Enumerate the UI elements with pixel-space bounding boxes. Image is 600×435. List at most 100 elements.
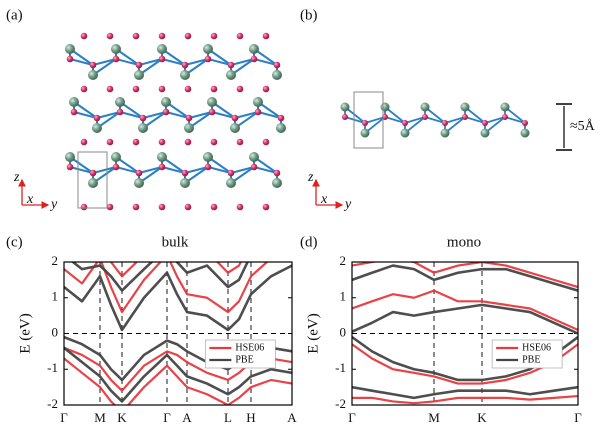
metal-atom — [111, 44, 121, 54]
chalcogen-atom — [482, 120, 488, 126]
chalcogen-atom — [70, 108, 78, 116]
x-tick-label: A — [287, 410, 297, 425]
metal-atom — [184, 123, 194, 133]
chalcogen-atom — [135, 61, 143, 69]
metal-atom — [65, 44, 75, 54]
chalcogen-atom — [204, 163, 212, 171]
chalcogen-atom — [158, 85, 166, 93]
y-tick-label: 0 — [52, 324, 59, 339]
chalcogen-atom — [66, 55, 74, 63]
x-tick-label: Γ — [348, 410, 356, 425]
metal-atom — [157, 152, 167, 162]
chalcogen-atom — [158, 32, 166, 40]
x-tick-label: L — [224, 410, 232, 425]
legend-box — [205, 339, 276, 369]
chalcogen-atom — [132, 32, 140, 40]
chalcogen-atom — [80, 85, 88, 93]
bond — [344, 116, 366, 124]
legend-label: PBE — [235, 354, 253, 365]
chalcogen-atom — [112, 163, 120, 171]
metal-atom — [460, 102, 470, 112]
chalcogen-atom — [273, 61, 281, 69]
metal-atom — [380, 102, 390, 112]
panel-label: (b) — [300, 7, 318, 23]
chalcogen-atom — [185, 114, 193, 122]
bond — [230, 166, 255, 174]
bond — [464, 116, 486, 124]
axis-name: y — [49, 197, 58, 212]
metal-atom — [500, 102, 510, 112]
bond — [161, 166, 186, 174]
chalcogen-atom — [277, 114, 285, 122]
x-tick-label: M — [428, 410, 440, 425]
chalcogen-atom — [93, 114, 101, 122]
bond — [207, 166, 232, 174]
bond — [234, 111, 259, 119]
chalcogen-atom — [106, 138, 114, 146]
metal-atom — [400, 128, 410, 138]
chalcogen-atom — [106, 85, 114, 93]
bond — [253, 166, 278, 174]
legend-box — [491, 339, 563, 369]
chalcogen-atom — [158, 163, 166, 171]
metal-atom — [65, 152, 75, 162]
band-line — [352, 385, 578, 400]
metal-atom — [88, 178, 98, 188]
axis-name: x — [26, 192, 34, 207]
y-axis-label: E (eV) — [17, 313, 33, 353]
bond — [211, 111, 236, 119]
legend-label: HSE06 — [522, 342, 551, 353]
chalcogen-atom — [522, 120, 528, 126]
bond — [69, 166, 94, 174]
x-tick-label: Γ — [163, 410, 171, 425]
bond — [165, 111, 190, 119]
chalcogen-atom — [262, 85, 270, 93]
chalcogen-atom — [502, 114, 508, 120]
metal-atom — [203, 152, 213, 162]
chalcogen-atom — [112, 55, 120, 63]
bond — [73, 111, 98, 119]
metal-atom — [180, 178, 190, 188]
band-line — [352, 289, 578, 331]
bond — [257, 111, 282, 119]
bond — [161, 58, 186, 66]
chalcogen-atom — [362, 120, 368, 126]
chalcogen-atom — [184, 85, 192, 93]
structure-bulk — [65, 32, 286, 211]
chalcogen-atom — [158, 138, 166, 146]
x-tick-label: A — [182, 410, 192, 425]
panel-label: (a) — [6, 7, 23, 23]
metal-atom — [207, 97, 217, 107]
y-tick-label: 1 — [340, 289, 347, 304]
bond — [404, 116, 426, 124]
bond — [484, 116, 506, 124]
metal-atom — [230, 123, 240, 133]
chalcogen-atom — [204, 55, 212, 63]
chalcogen-atom — [210, 138, 218, 146]
chalcogen-atom — [250, 55, 258, 63]
chalcogen-atom — [139, 114, 147, 122]
chalcogen-atom — [227, 169, 235, 177]
chalcogen-atom — [158, 55, 166, 63]
chalcogen-atom — [262, 32, 270, 40]
legend-label: PBE — [522, 354, 540, 365]
bond — [184, 166, 209, 174]
band-line — [352, 264, 578, 292]
chalcogen-atom — [66, 163, 74, 171]
metal-atom — [138, 123, 148, 133]
y-tick-label: -2 — [335, 396, 346, 411]
bond — [253, 58, 278, 66]
metal-atom — [420, 102, 430, 112]
chalcogen-atom — [227, 61, 235, 69]
chalcogen-atom — [132, 138, 140, 146]
chalcogen-atom — [181, 61, 189, 69]
y-tick-label: 2 — [340, 253, 347, 268]
band-line — [64, 264, 292, 332]
chalcogen-atom — [236, 85, 244, 93]
y-tick-label: 0 — [340, 324, 347, 339]
bond — [115, 58, 140, 66]
metal-atom — [226, 178, 236, 188]
x-tick-label: Γ — [60, 410, 68, 425]
x-tick-label: K — [477, 410, 487, 425]
